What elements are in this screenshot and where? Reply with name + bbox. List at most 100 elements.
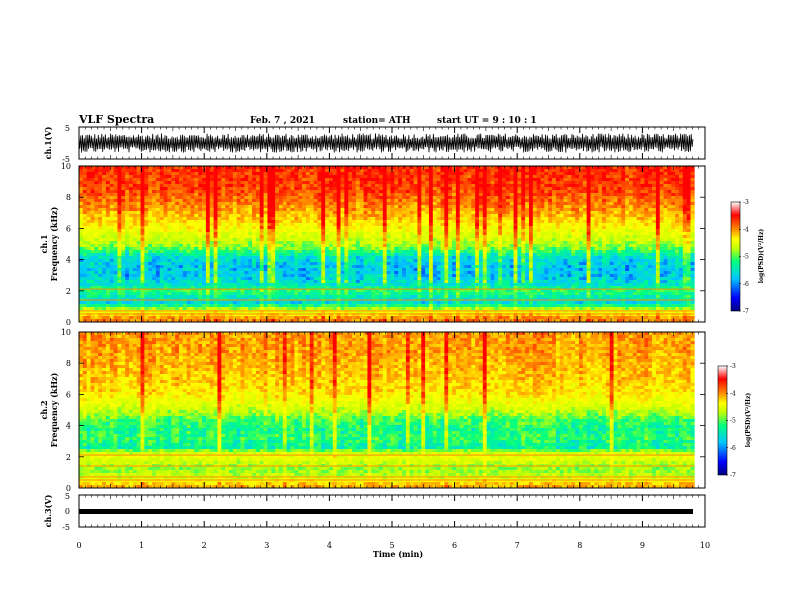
spectrogram-cell [367,232,372,236]
spectrogram-cell [402,304,407,308]
spectrogram-cell [290,277,295,281]
spectrogram-cell [171,241,176,245]
spectrogram-cell [190,214,195,218]
spectrogram-cell [259,241,264,245]
spectrogram-cell [286,226,291,230]
spectrogram-cell [171,238,176,242]
spectrogram-cell [236,187,241,191]
spectrogram-cell [159,289,164,293]
spectrogram-cell [271,295,276,299]
spectrogram-cell [225,166,230,170]
spectrogram-cell [240,310,245,314]
spectrogram-cell [313,271,318,275]
spectrogram-cell [375,181,380,185]
spectrogram-cell [132,319,137,323]
spectrogram-cell [252,214,257,218]
spectrogram-cell [305,229,311,233]
spectrogram-cell [352,214,357,218]
spectrogram-cell [217,205,222,209]
spectrogram-cell [136,193,141,197]
spectrogram-cell [252,193,257,197]
spectrogram-cell [113,202,118,206]
spectrogram-cell [317,295,322,299]
spectrogram-cell [125,208,130,212]
spectrogram-cell [263,265,268,269]
spectrogram-cell [109,235,114,239]
spectrogram-cell [286,193,291,197]
spectrogram-cell [117,190,122,194]
spectrogram-cell [228,307,234,311]
spectrogram-cell [125,277,130,281]
spectrogram-cell [136,217,141,221]
spectrogram-cell [144,313,149,317]
spectrogram-cell [271,292,276,296]
spectrogram-cell [325,190,330,194]
spectrogram-cell [125,319,130,323]
spectrogram-cell [294,262,299,266]
spectrogram-cell [82,274,87,278]
spectrogram-cell [371,304,376,308]
spectrogram-cell [336,232,341,236]
spectrogram-cell [409,283,414,287]
spectrogram-cell [344,265,349,269]
spectrogram-cell [363,169,368,173]
spectrogram-cell [155,310,161,314]
spectrogram-cell [236,208,241,212]
spectrogram-cell [121,214,126,218]
spectrogram-cell [221,319,226,323]
spectrogram-cell [325,280,330,284]
spectrogram-cell [132,175,137,179]
spectrogram-cell [236,301,241,305]
spectrogram-cell [367,184,372,188]
spectrogram-cell [336,307,341,311]
spectrogram-cell [409,319,414,323]
spectrogram-cell [159,220,164,224]
spectrogram-cell [282,277,287,281]
spectrogram-cell [294,211,299,215]
spectrogram-cell [232,307,237,311]
spectrogram-cell [409,211,414,215]
spectrogram-cell [113,205,118,209]
spectrogram-cell [98,193,103,197]
spectrogram-cell [371,220,376,224]
spectrogram-cell [244,193,249,197]
spectrogram-cell [194,232,199,236]
spectrogram-cell [117,211,122,215]
spectrogram-cell [252,169,257,173]
spectrogram-cell [129,277,134,281]
spectrogram-cell [298,199,303,203]
spectrogram-cell [209,259,214,263]
spectrogram-cell [163,175,168,179]
spectrogram-cell [409,316,414,320]
spectrogram-cell [425,247,430,251]
spectrogram-cell [194,244,199,248]
spectrogram-cell [286,295,291,299]
spectrogram-cell [267,229,272,233]
spectrogram-cell [409,169,414,173]
spectrogram-cell [117,265,122,269]
spectrogram-cell [236,259,241,263]
spectrogram-cell [375,271,380,275]
spectrogram-cell [359,262,364,266]
spectrogram-cell [294,223,299,227]
spectrogram-cell [398,280,403,284]
spectrogram-cell [409,178,414,182]
spectrogram-cell [198,265,203,269]
spectrogram-cell [363,193,368,197]
spectrogram-cell [228,286,234,290]
spectrogram-cell [140,259,145,263]
spectrogram-cell [344,301,349,305]
spectrogram-cell [182,259,187,263]
spectrogram-cell [375,211,380,215]
spectrogram-cell [140,202,145,206]
spectrogram-cell [86,310,91,314]
spectrogram-cell [402,199,407,203]
spectrogram-cell [79,217,84,221]
spectrogram-cell [221,226,226,230]
spectrogram-cell [152,226,157,230]
spectrogram-cell [282,172,287,176]
spectrogram-cell [86,202,91,206]
spectrogram-cell [348,232,353,236]
spectrogram-cell [98,187,103,191]
spectrogram-cell [228,250,234,254]
